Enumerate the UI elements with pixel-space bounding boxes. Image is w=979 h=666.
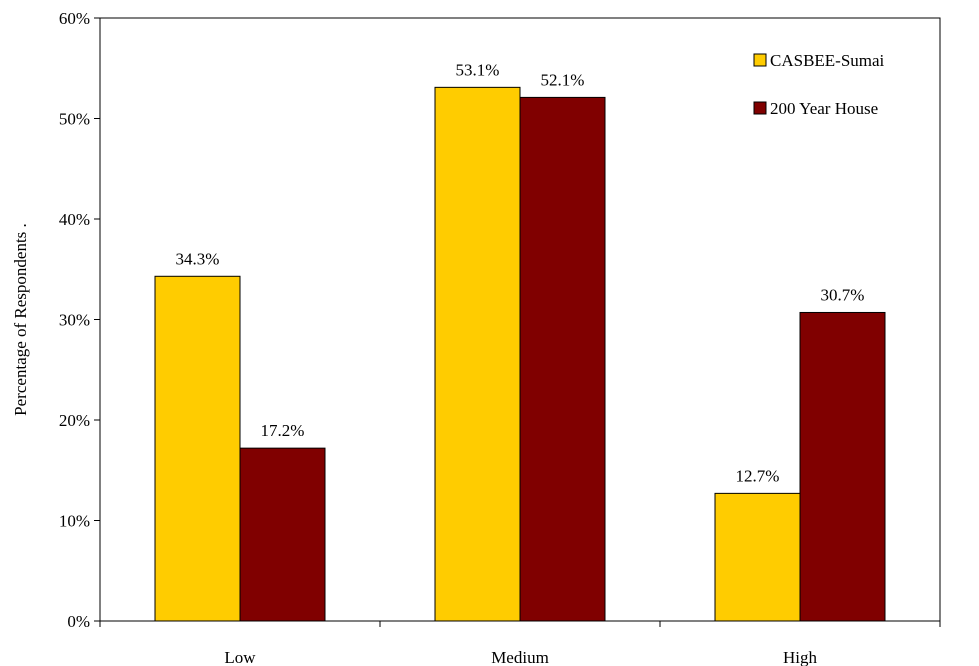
y-axis-title: Percentage of Respondents . xyxy=(11,223,30,416)
data-labels-group: 34.3% 17.2% 53.1% 52.1% 12.7% 30.7% xyxy=(176,60,865,485)
data-label: 53.1% xyxy=(456,60,500,79)
data-label: 30.7% xyxy=(821,285,865,304)
bar-200-year-house-low xyxy=(239,447,326,622)
x-category-label: Medium xyxy=(491,648,549,666)
y-tick-label: 30% xyxy=(59,311,90,330)
y-tick-label: 50% xyxy=(59,110,90,129)
data-label: 12.7% xyxy=(736,466,780,485)
bar-series-group xyxy=(154,86,886,622)
legend-label: 200 Year House xyxy=(770,99,878,118)
legend-swatch xyxy=(753,101,767,115)
data-label: 17.2% xyxy=(261,421,305,440)
legend-swatch xyxy=(753,53,767,67)
bar-casbee-sumai-low xyxy=(154,275,241,622)
legend: CASBEE-Sumai 200 Year House xyxy=(753,51,885,118)
data-label: 52.1% xyxy=(541,70,585,89)
bar-casbee-sumai-medium xyxy=(434,86,521,622)
y-axis: 0% 10% 20% 30% 40% 50% 60% xyxy=(59,9,100,631)
bar-200-year-house-medium xyxy=(519,96,606,622)
bar-casbee-sumai-high xyxy=(714,492,801,622)
x-category-label: High xyxy=(783,648,818,666)
y-tick-label: 60% xyxy=(59,9,90,28)
y-tick-label: 0% xyxy=(67,612,90,631)
y-tick-label: 10% xyxy=(59,512,90,531)
data-label: 34.3% xyxy=(176,249,220,268)
x-category-label: Low xyxy=(224,648,256,666)
y-tick-label: 20% xyxy=(59,411,90,430)
bar-200-year-house-high xyxy=(799,311,886,622)
x-axis: Low Medium High xyxy=(99,621,941,666)
y-tick-label: 40% xyxy=(59,210,90,229)
legend-label: CASBEE-Sumai xyxy=(770,51,885,70)
